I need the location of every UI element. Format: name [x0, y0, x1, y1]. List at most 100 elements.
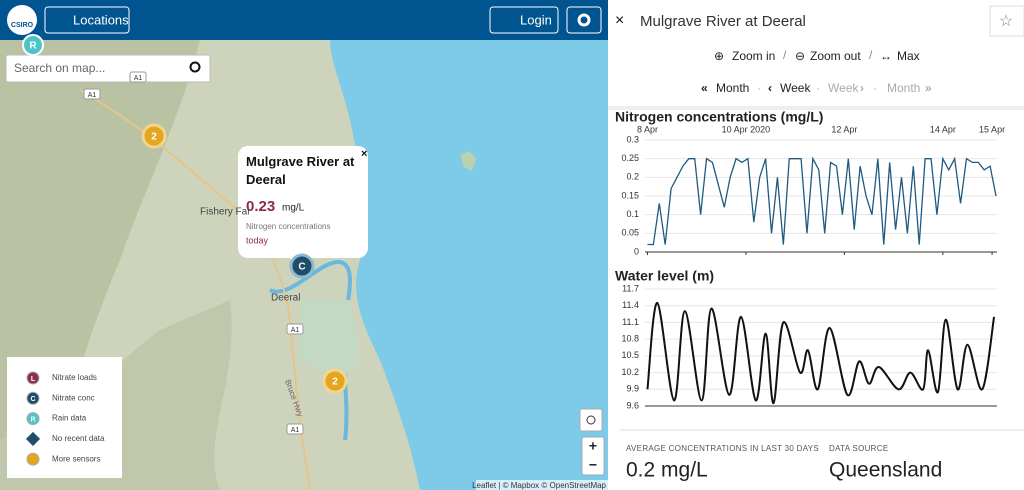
rain-marker[interactable] — [22, 34, 44, 56]
logo-text: CSIRO — [11, 22, 34, 29]
nav-label[interactable]: Month — [887, 81, 920, 95]
favorite-button[interactable] — [989, 5, 1024, 37]
attribution-bg — [476, 480, 608, 490]
nav-label[interactable]: Week — [780, 81, 811, 95]
zoom-action[interactable]: Zoom out — [810, 49, 861, 63]
y-tick-label: 0.05 — [621, 228, 639, 238]
zoom-out[interactable]: − — [589, 457, 597, 473]
road — [79, 89, 311, 490]
nitrate-marker[interactable] — [289, 253, 315, 279]
legend-label: Rain data — [52, 414, 87, 423]
zoom-icon: ⊕ — [714, 49, 724, 63]
data-line — [647, 156, 997, 246]
legend-label: Nitrate conc — [52, 393, 95, 402]
stat-value: Queensland — [829, 459, 942, 482]
y-tick-label: 10.2 — [621, 367, 639, 377]
legend-letter: R — [30, 416, 35, 423]
cluster[interactable] — [141, 123, 167, 149]
separator: · — [816, 81, 820, 95]
button-label: Locations — [73, 12, 129, 27]
button-label: Login — [520, 12, 552, 27]
separator: / — [783, 48, 787, 62]
y-tick-label: 0.25 — [621, 153, 639, 163]
road-badge — [286, 423, 304, 435]
legend-label: More sensors — [52, 454, 100, 463]
data-line — [646, 301, 996, 405]
zoom-icon: ↔ — [880, 49, 892, 63]
nav-icon: « — [701, 81, 708, 95]
river — [269, 260, 352, 441]
wetland — [300, 300, 360, 380]
locate-icon — [586, 415, 596, 425]
login-button[interactable] — [489, 6, 559, 34]
panel-controls: ⊕ Zoom in / ⊖ Zoom out / ↔ Max« Month · ‹ Week · ›Wee… — [701, 48, 932, 95]
popup-value: 0.23 — [246, 198, 275, 215]
y-tick-label: 9.6 — [626, 400, 639, 410]
legend — [7, 357, 122, 478]
panel-close[interactable]: × — [615, 12, 624, 29]
popup-close[interactable]: × — [361, 148, 367, 160]
road-badge-label: A1 — [134, 75, 143, 82]
popup-title: Mulgrave River at Deeral — [246, 154, 355, 187]
stat-value: 0.2 mg/L — [626, 459, 708, 482]
x-tick-label: 10 Apr 2020 — [722, 124, 771, 134]
road-badge-label: A1 — [88, 92, 97, 99]
zoom-control — [581, 436, 605, 476]
x-tick-label: 12 Apr — [831, 124, 857, 134]
y-tick-label: 0.15 — [621, 190, 639, 200]
legend-label: No recent data — [52, 434, 105, 443]
y-tick-label: 0.1 — [626, 209, 639, 219]
panel-title: Mulgrave River at Deeral — [640, 13, 806, 30]
marker-letter: R — [29, 41, 37, 52]
separator: / — [869, 48, 873, 62]
nav-icon: ‹ — [768, 81, 772, 95]
x-tick-label: 14 Apr — [930, 124, 956, 134]
legend-icon — [26, 371, 40, 385]
cluster-count: 2 — [151, 132, 157, 143]
cluster-count: 2 — [332, 377, 338, 388]
nav-label[interactable]: Week — [828, 81, 859, 95]
zoom-action[interactable]: Max — [897, 49, 920, 63]
gear-icon — [577, 13, 591, 27]
sea — [330, 40, 608, 490]
attribution: Leaflet | © Mapbox © OpenStreetMap — [472, 481, 606, 490]
y-tick-label: 0 — [634, 246, 639, 256]
y-tick-label: 9.9 — [626, 384, 639, 394]
y-tick-label: 11.4 — [622, 300, 639, 310]
popup — [238, 146, 368, 258]
stats: AVERAGE CONCENTRATIONS IN LAST 30 DAYS 0.… — [626, 444, 942, 481]
zoom-in[interactable]: + — [589, 438, 597, 454]
road-badge-label: A1 — [291, 427, 300, 434]
nav-label[interactable]: Month — [716, 81, 749, 95]
locations-button[interactable] — [44, 6, 130, 34]
nav-icon: › — [860, 81, 864, 95]
x-tick-label: 8 Apr — [637, 124, 658, 134]
y-tick-label: 11.7 — [622, 283, 639, 293]
y-tick-label: 11.1 — [622, 317, 639, 327]
marker-letter: C — [298, 262, 305, 273]
popup-unit: mg/L — [282, 203, 305, 214]
search-box[interactable] — [5, 54, 211, 83]
locate-button[interactable] — [579, 408, 603, 432]
logo[interactable] — [7, 5, 37, 35]
cluster[interactable] — [322, 368, 348, 394]
place-label: Fishery Fal — [200, 207, 249, 218]
separator: · — [757, 81, 761, 95]
star-icon: ☆ — [999, 13, 1013, 30]
popup-label: Nitrogen concentrations — [246, 222, 331, 231]
road-badge — [83, 88, 101, 100]
place-label: Deeral — [271, 293, 300, 304]
zoom-action[interactable]: Zoom in — [732, 49, 775, 63]
y-tick-label: 0.2 — [626, 172, 639, 182]
road-badge-label: A1 — [291, 327, 300, 334]
settings-button[interactable] — [566, 6, 602, 34]
search-icon — [189, 61, 201, 73]
separator: · — [873, 81, 877, 95]
legend-icon — [26, 391, 40, 405]
chart-title: Water level (m) — [615, 268, 714, 284]
nav-icon: » — [925, 81, 932, 95]
charts: Nitrogen concentrations (mg/L) 0 0.05 0.1 0.… — [615, 109, 1005, 411]
road-badges: A1 A1 A1 A1 — [83, 71, 304, 435]
y-tick-label: 0.3 — [626, 134, 639, 144]
